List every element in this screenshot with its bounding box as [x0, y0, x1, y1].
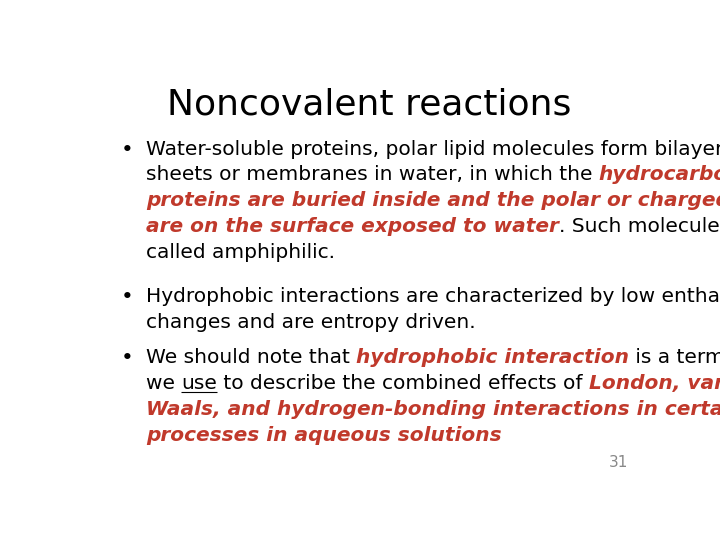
- Text: We should note that: We should note that: [145, 348, 356, 367]
- Text: Noncovalent reactions: Noncovalent reactions: [167, 87, 571, 122]
- Text: hydrophobic interaction: hydrophobic interaction: [356, 348, 629, 367]
- Text: called amphiphilic.: called amphiphilic.: [145, 243, 335, 262]
- Text: •: •: [121, 287, 133, 307]
- Text: sheets or membranes in water, in which the: sheets or membranes in water, in which t…: [145, 165, 598, 185]
- Text: •: •: [121, 348, 133, 368]
- Text: Waals, and hydrogen-bonding interactions in certain: Waals, and hydrogen-bonding interactions…: [145, 400, 720, 419]
- Text: London, van der: London, van der: [589, 374, 720, 393]
- Text: Water-soluble proteins, polar lipid molecules form bilayer: Water-soluble proteins, polar lipid mole…: [145, 140, 720, 159]
- Text: processes in aqueous solutions: processes in aqueous solutions: [145, 426, 501, 445]
- Text: we: we: [145, 374, 181, 393]
- Text: to describe the combined effects of: to describe the combined effects of: [217, 374, 589, 393]
- Text: . Such molecules are: . Such molecules are: [559, 217, 720, 236]
- Text: changes and are entropy driven.: changes and are entropy driven.: [145, 313, 475, 332]
- Text: Hydrophobic interactions are characterized by low enthalpy: Hydrophobic interactions are characteriz…: [145, 287, 720, 306]
- Text: use: use: [181, 374, 217, 393]
- Text: is a term that: is a term that: [629, 348, 720, 367]
- Text: hydrocarbon: hydrocarbon: [598, 165, 720, 185]
- Text: proteins are buried inside and the polar or charged proteins: proteins are buried inside and the polar…: [145, 191, 720, 210]
- Text: •: •: [121, 140, 133, 160]
- Text: 31: 31: [609, 455, 629, 470]
- Text: are on the surface exposed to water: are on the surface exposed to water: [145, 217, 559, 236]
